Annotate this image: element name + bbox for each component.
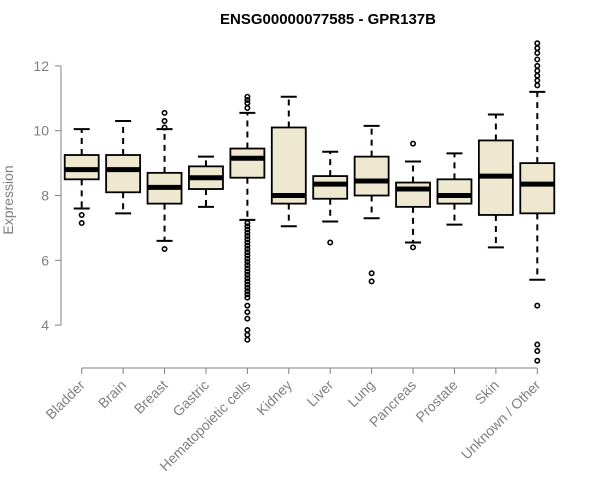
x-tick-label: Bladder [42, 377, 88, 423]
outlier-point [244, 315, 251, 322]
outlier-point [244, 281, 251, 288]
outlier-point [534, 62, 541, 69]
outlier-point [534, 77, 541, 84]
outlier-point [368, 270, 375, 277]
outlier-point [244, 336, 251, 343]
iqr-box [270, 126, 307, 205]
outlier-point [244, 265, 251, 272]
outlier-point [244, 268, 251, 275]
outlier-point [534, 67, 541, 74]
outlier-point [244, 245, 251, 252]
outlier-point [244, 239, 251, 246]
x-tick-label: Skin [471, 377, 502, 408]
y-axis: 4 6 8 10 12 [33, 58, 62, 333]
outlier-point [244, 291, 251, 298]
x-tick-label: Kidney [253, 377, 295, 419]
outlier-point [244, 294, 251, 301]
y-axis-label: Expression [0, 165, 16, 234]
outlier-point [534, 357, 541, 364]
outlier-point [244, 220, 251, 227]
box-7 [353, 124, 390, 285]
box-11 [519, 40, 556, 364]
y-tick-label: 12 [33, 58, 49, 74]
outlier-point [534, 40, 541, 47]
outlier-point [244, 284, 251, 291]
outlier-point [534, 348, 541, 355]
iqr-box [312, 175, 349, 200]
outlier-point [534, 72, 541, 79]
x-tick-label: Prostate [412, 377, 460, 425]
outlier-point [244, 258, 251, 265]
outlier-point [244, 331, 251, 338]
x-tick-label: Brain [95, 377, 129, 411]
iqr-box [105, 154, 142, 194]
box-4 [229, 93, 266, 343]
y-tick-label: 6 [41, 252, 49, 268]
outlier-point [244, 93, 251, 100]
iqr-box [229, 147, 266, 179]
outlier-point [161, 109, 168, 116]
outlier-point [534, 341, 541, 348]
outlier-point [244, 233, 251, 240]
outlier-point [244, 229, 251, 236]
outlier-point [244, 326, 251, 333]
y-tick-label: 4 [41, 317, 49, 333]
x-tick-label: Liver [304, 377, 337, 410]
box-5 [270, 95, 307, 228]
x-tick-label: Unknown / Other [458, 377, 544, 463]
outlier-point [534, 56, 541, 63]
outlier-point [244, 105, 251, 112]
box-10 [477, 113, 514, 249]
outlier-point [244, 255, 251, 262]
outlier-point [244, 288, 251, 295]
boxes-group [63, 40, 556, 364]
iqr-box [519, 162, 556, 215]
outlier-point [244, 302, 251, 309]
outlier-point [244, 309, 251, 316]
outlier-point [78, 220, 85, 227]
iqr-box [436, 178, 473, 205]
box-3 [188, 155, 224, 208]
x-tick-label: Lung [344, 377, 377, 410]
y-tick-label: 8 [41, 188, 49, 204]
outlier-point [327, 239, 334, 246]
box-1 [105, 120, 142, 215]
outlier-point [244, 242, 251, 249]
outlier-point [78, 211, 85, 218]
outlier-point [244, 275, 251, 282]
outlier-point [244, 271, 251, 278]
box-2 [146, 109, 183, 252]
box-8 [395, 140, 431, 251]
outlier-point [244, 252, 251, 259]
outlier-point [534, 302, 541, 309]
box-6 [312, 150, 349, 246]
iqr-box [395, 181, 431, 208]
outlier-point [244, 223, 251, 230]
outlier-point [410, 244, 417, 251]
outlier-point [534, 49, 541, 56]
outlier-point [534, 45, 541, 52]
outlier-point [244, 100, 251, 107]
outlier-point [161, 124, 168, 131]
iqr-box [353, 155, 390, 197]
outlier-point [410, 140, 417, 147]
outlier-point [244, 249, 251, 256]
outlier-point [161, 245, 168, 252]
y-tick-label: 10 [33, 123, 49, 139]
box-0 [63, 128, 100, 227]
x-tick-label: Breast [131, 377, 171, 417]
chart-title: ENSG00000077585 - GPR137B [220, 11, 436, 28]
outlier-point [244, 236, 251, 243]
outlier-point [244, 96, 251, 103]
box-9 [436, 152, 473, 226]
outlier-point [368, 278, 375, 285]
outlier-point [161, 118, 168, 125]
outlier-point [534, 82, 541, 89]
outlier-point [244, 226, 251, 233]
outlier-point [244, 278, 251, 285]
outlier-point [244, 262, 251, 269]
